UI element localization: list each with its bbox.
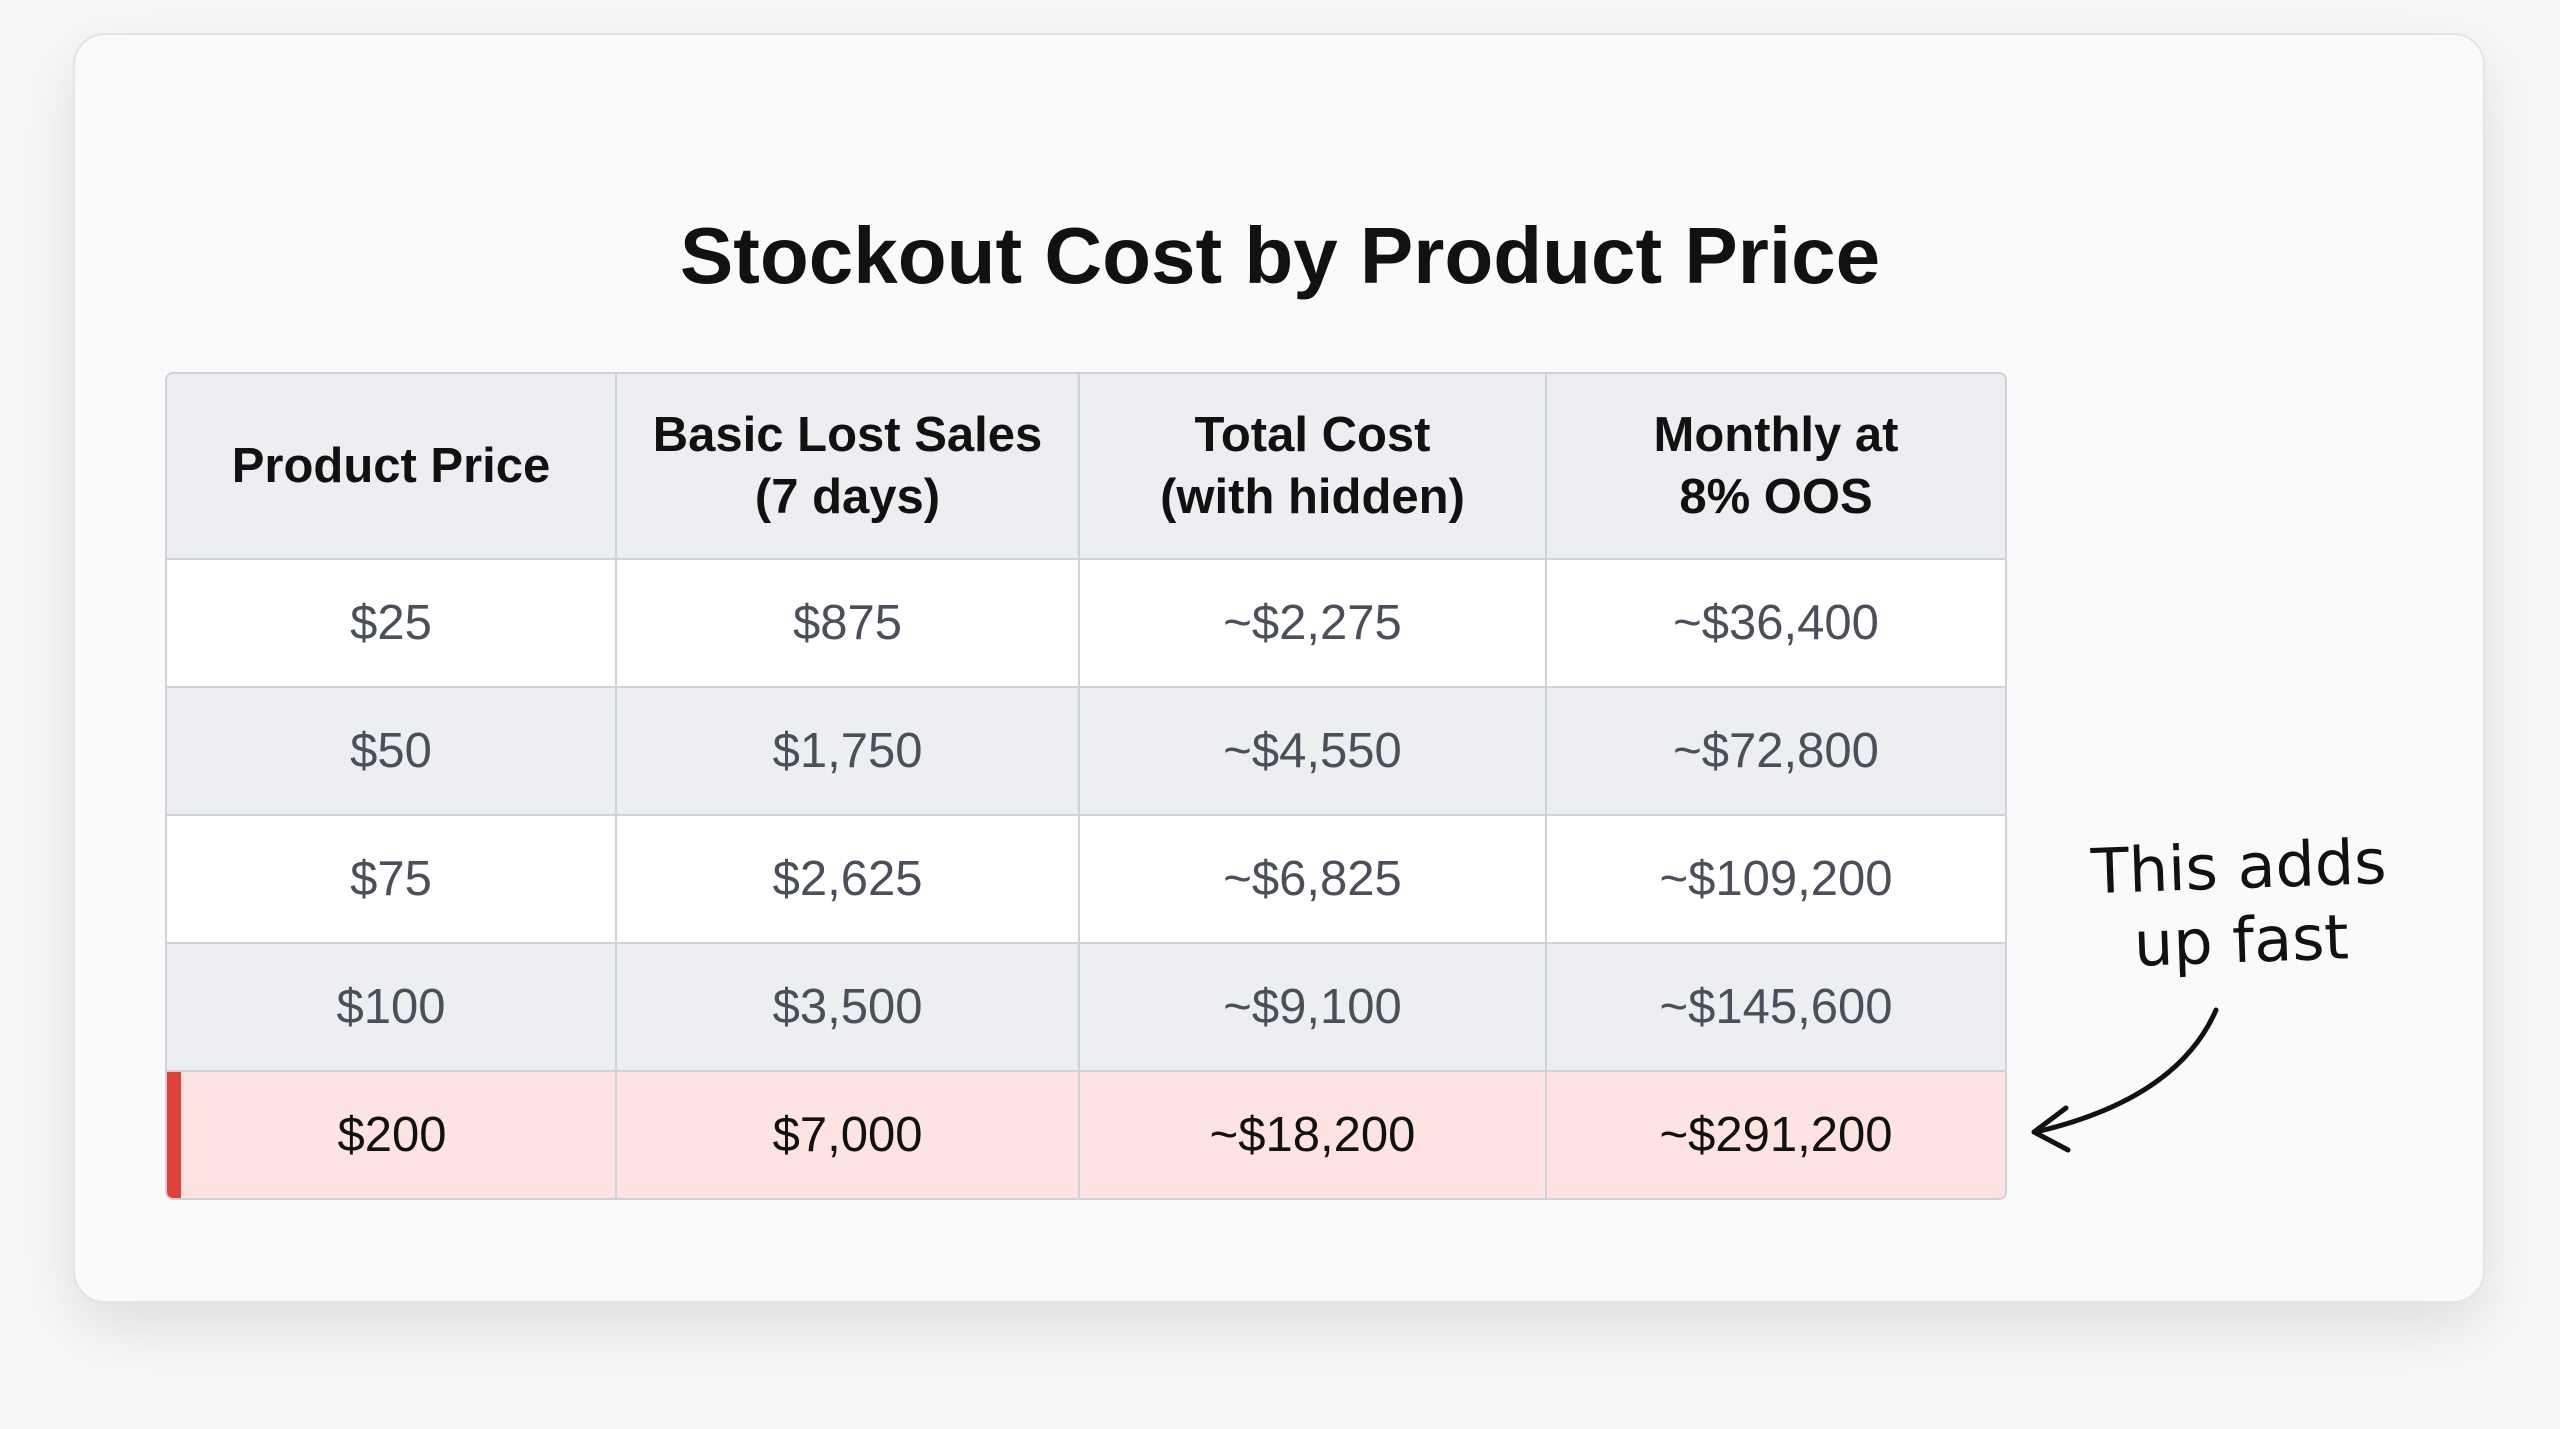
table: Product Price Basic Lost Sales (7 days) To… xyxy=(165,372,2007,1200)
header-cell: Product Price xyxy=(231,439,551,493)
table-cell: $100 xyxy=(336,980,446,1034)
table-cell: ~$145,600 xyxy=(1545,944,2005,1070)
table-cell: $25 xyxy=(350,596,432,650)
header-cell: Total Cost (with hidden) xyxy=(1078,374,1545,558)
table-cell: $7,000 xyxy=(615,1072,1078,1198)
table-cell: ~$9,100 xyxy=(1078,944,1545,1070)
table-cell: $50 xyxy=(350,724,432,778)
table-cell: $75 xyxy=(350,852,432,906)
table-cell: ~$2,275 xyxy=(1078,560,1545,686)
table-cell: ~$291,200 xyxy=(1545,1072,2005,1198)
table-cell: ~$72,800 xyxy=(1545,688,2005,814)
table-cell: $200 xyxy=(167,1072,615,1198)
header-cell: Basic Lost Sales (7 days) xyxy=(615,374,1078,558)
table-cell: ~$4,550 xyxy=(1078,688,1545,814)
highlight-bar xyxy=(167,1072,181,1198)
table-row: $75 $2,625 ~$6,825 ~$109,200 xyxy=(167,814,2005,942)
table-cell: ~$36,400 xyxy=(1545,560,2005,686)
table-cell: $875 xyxy=(615,560,1078,686)
arrow-line xyxy=(2033,1007,2219,1135)
table-row: $50 $1,750 ~$4,550 ~$72,800 xyxy=(167,686,2005,814)
table-cell: $3,500 xyxy=(615,944,1078,1070)
table-row: $100 $3,500 ~$9,100 ~$145,600 xyxy=(167,942,2005,1070)
arrow-head xyxy=(2031,1105,2071,1153)
table-cell: ~$18,200 xyxy=(1078,1072,1545,1198)
table-cell: $2,625 xyxy=(615,816,1078,942)
header-row: Product Price Basic Lost Sales (7 days) To… xyxy=(167,374,2005,558)
highlight-row: $200 $7,000 ~$18,200 ~$291,200 xyxy=(167,1070,2005,1198)
table-cell: ~$6,825 xyxy=(1078,816,1545,942)
table-cell: $1,750 xyxy=(615,688,1078,814)
title: Stockout Cost by Product Price xyxy=(679,211,1881,300)
header-cell: Monthly at 8% OOS xyxy=(1545,374,2005,558)
table-cell: ~$109,200 xyxy=(1545,816,2005,942)
table-row: $25 $875 ~$2,275 ~$36,400 xyxy=(167,558,2005,686)
